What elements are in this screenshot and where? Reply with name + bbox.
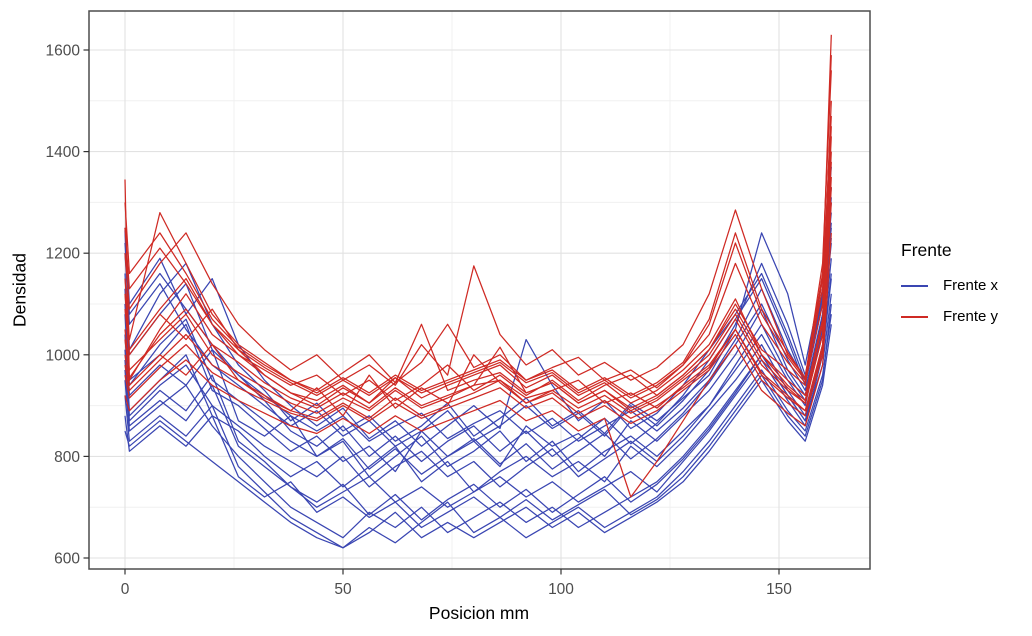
x-axis-title: Posicion mm [428, 603, 530, 623]
svg-text:100: 100 [548, 581, 574, 598]
svg-text:1200: 1200 [46, 246, 81, 263]
legend-title: Frente [901, 240, 952, 260]
legend-item-frente-x: Frente x [901, 277, 998, 294]
frente-x-line-swatch [901, 284, 928, 287]
frente-y-line-swatch [901, 315, 928, 318]
svg-text:1600: 1600 [46, 43, 81, 60]
svg-text:600: 600 [54, 551, 80, 568]
legend: Frente Frente x Frente y [901, 240, 998, 339]
legend-label-frente-y: Frente y [943, 308, 999, 325]
svg-text:150: 150 [766, 581, 792, 598]
legend-item-frente-y: Frente y [901, 308, 998, 325]
svg-text:1000: 1000 [46, 347, 81, 364]
svg-text:50: 50 [334, 581, 352, 598]
y-axis-title: Densidad [9, 253, 30, 327]
svg-text:0: 0 [121, 581, 130, 598]
legend-label-frente-x: Frente x [943, 277, 999, 294]
svg-text:800: 800 [54, 449, 80, 466]
svg-text:1400: 1400 [46, 144, 81, 161]
